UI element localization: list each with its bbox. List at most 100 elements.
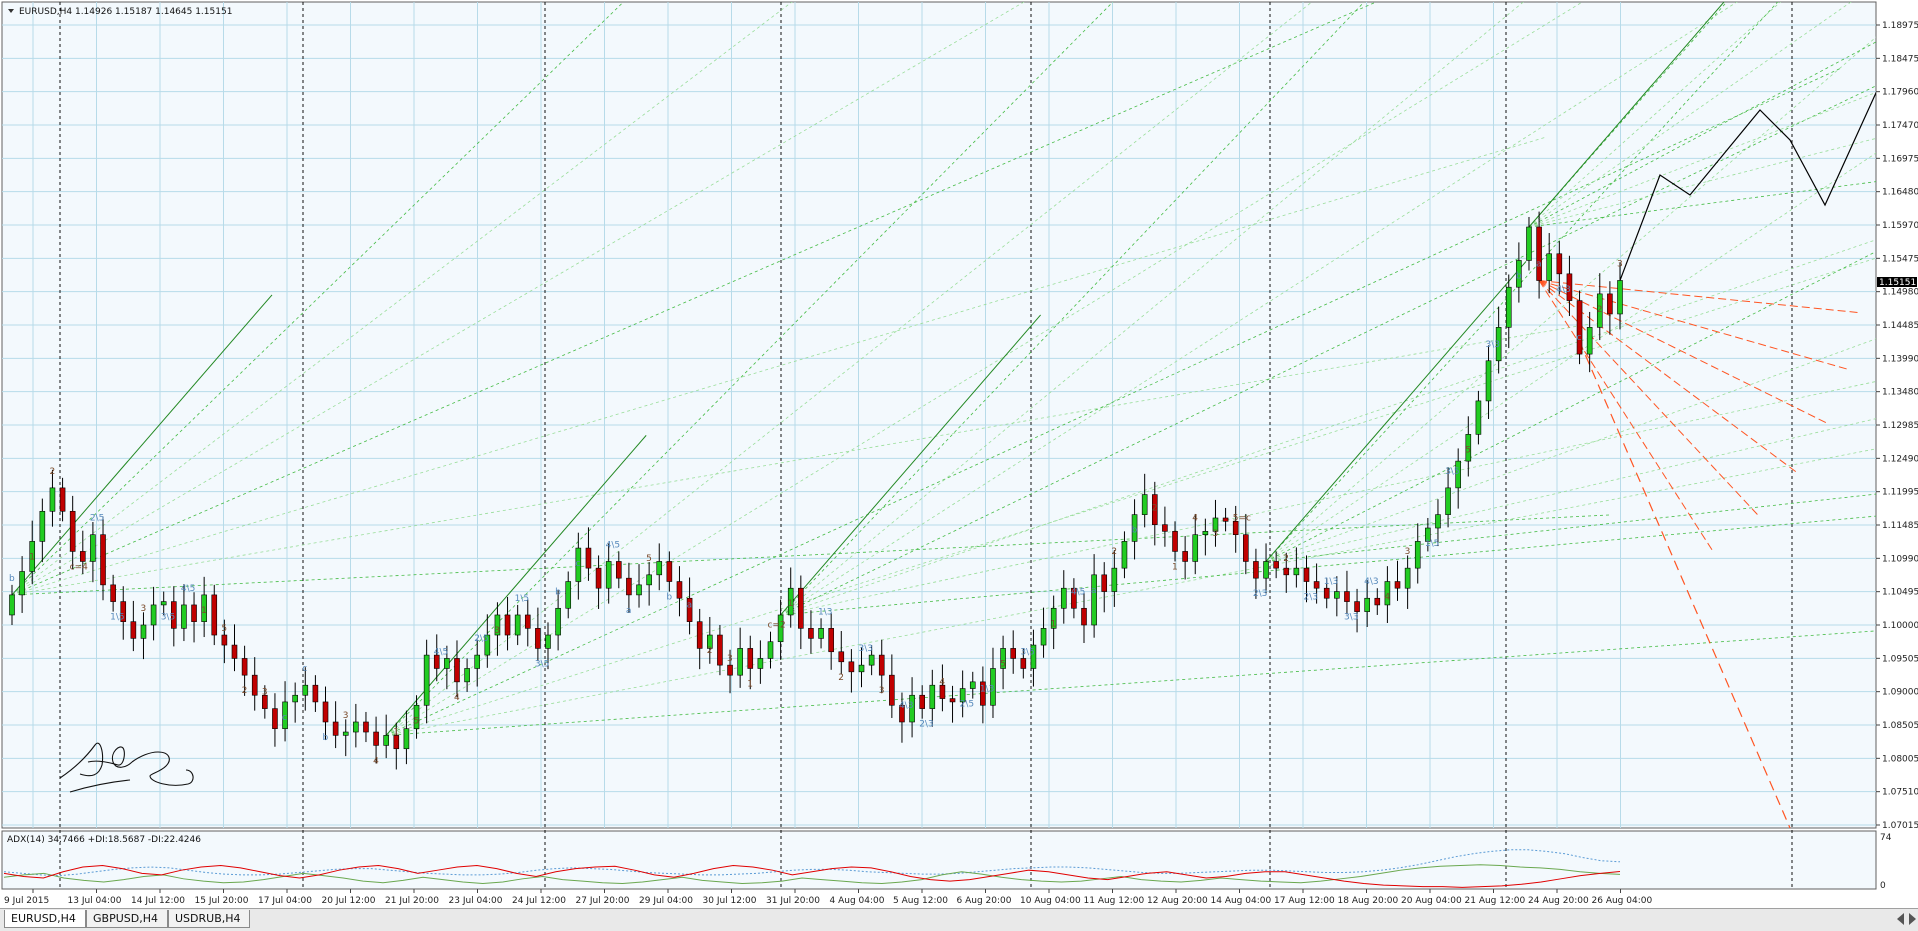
fan-line: [386, 630, 1876, 736]
candle-body: [1334, 591, 1340, 599]
candle-body: [990, 668, 996, 706]
price-tick-label: 1.15970: [1882, 221, 1918, 231]
wave-label: 3\3: [859, 644, 873, 654]
candle-body: [221, 634, 228, 646]
tab-usdrub[interactable]: USDRUB,H4: [168, 910, 250, 928]
candle-body: [1151, 494, 1158, 525]
candle-body: [1566, 273, 1573, 301]
scroll-left-icon[interactable]: [1897, 913, 1904, 925]
wave-label: 5: [221, 624, 227, 634]
price-tick-label: 1.15475: [1882, 254, 1918, 264]
candle-body: [1455, 460, 1461, 489]
tab-gbpusd[interactable]: GBPUSD,H4: [86, 910, 168, 928]
candle-body: [615, 561, 622, 579]
candle-body: [959, 688, 966, 703]
time-tick-label: 24 Jul 12:00: [512, 896, 566, 906]
projection-line: [1578, 340, 1791, 828]
time-tick-label: 20 Jul 12:00: [322, 896, 376, 906]
candle-body: [1263, 561, 1269, 579]
candle-body: [413, 704, 420, 729]
fan-line: [780, 85, 1876, 616]
fan-line-red: [1538, 280, 1758, 515]
fan-line: [1528, 91, 1876, 228]
candle-body: [535, 628, 541, 649]
candle-body: [707, 634, 713, 649]
candle-body: [403, 728, 410, 750]
wave-label: 2\3: [1303, 593, 1317, 603]
candle-body: [1030, 644, 1037, 669]
candle-body: [322, 701, 329, 723]
candle-body: [737, 648, 743, 676]
wave-label: 2\5: [90, 514, 104, 524]
candle-body: [1111, 567, 1118, 592]
candle-body: [1576, 300, 1583, 355]
wave-label: 4\5: [434, 647, 448, 657]
wave-label: 3\5: [161, 613, 175, 623]
candle-body: [1192, 534, 1199, 562]
candle-body: [636, 584, 642, 596]
candle-body: [1071, 587, 1077, 609]
wave-label: 1\3: [818, 607, 832, 617]
candle-body: [980, 681, 986, 706]
wave-label: 3: [1617, 259, 1623, 269]
fan-line: [386, 257, 1876, 736]
time-tick-label: 6 Aug 20:00: [957, 896, 1012, 906]
wave-label: 4\5: [181, 584, 195, 594]
fan-line: [385, 2, 1584, 736]
candle-body: [1273, 561, 1279, 569]
tab-eurusd[interactable]: EURUSD,H4: [4, 910, 86, 928]
time-tick-label: 20 Aug 04:00: [1401, 896, 1462, 906]
price-tick-label: 1.17470: [1882, 121, 1918, 131]
candle-body: [1232, 521, 1239, 535]
candle-body: [9, 594, 15, 616]
fan-line: [780, 381, 1876, 616]
candle-body: [899, 704, 905, 723]
wave-label: 3: [262, 688, 268, 698]
candle-body: [454, 658, 460, 683]
candle-body: [383, 735, 389, 746]
wave-label: 1: [747, 679, 753, 689]
triangle-down-icon[interactable]: [8, 9, 14, 13]
wave-label: 2\5: [960, 700, 974, 710]
scroll-right-icon[interactable]: [1909, 913, 1916, 925]
minus-di-line: [3, 864, 1621, 888]
time-tick-label: 15 Jul 20:00: [195, 896, 249, 906]
candle-body: [1060, 587, 1067, 609]
candle-body: [69, 510, 76, 552]
candle-body: [353, 721, 359, 733]
candle-body: [605, 561, 612, 589]
wave-label: 5: [646, 554, 652, 564]
time-tick-label: 13 Jul 04:00: [68, 896, 122, 906]
wave-label: 4\3: [1364, 577, 1378, 587]
candle-body: [29, 541, 36, 572]
handwritten-signature: [59, 742, 194, 793]
fan-line: [1265, 338, 1876, 562]
wave-label: 1: [788, 599, 794, 609]
time-axis: 9 Jul 2015 13 Jul 04:00 14 Jul 12:00 15 Jul…: [4, 889, 1652, 906]
candle-body: [1414, 541, 1421, 569]
day-separators: [59, 2, 1793, 889]
chart-header: EURUSD,H4 1.14926 1.15187 1.14645 1.1515…: [19, 7, 232, 17]
candle-body: [545, 634, 551, 649]
channel-line: [780, 314, 1041, 616]
candle-body: [717, 634, 723, 666]
adx-indicator: [3, 849, 1621, 888]
candle-body: [929, 684, 936, 709]
candle-body: [171, 601, 177, 629]
candle-body: [1536, 226, 1542, 281]
candle-body: [808, 628, 814, 639]
adx-scale-bottom: 0: [1880, 881, 1886, 891]
wave-label: 4: [1192, 514, 1198, 524]
wave-label: 3: [140, 604, 146, 614]
candle-body: [1465, 434, 1472, 462]
candle-body: [1131, 514, 1138, 542]
time-tick-label: 21 Jul 20:00: [385, 896, 439, 906]
candle-body: [444, 658, 450, 669]
candle-body: [433, 654, 440, 669]
candle-body: [1435, 514, 1441, 529]
price-tick-label: 1.14485: [1882, 321, 1918, 331]
time-tick-label: 24 Aug 20:00: [1528, 896, 1589, 906]
wave-label: b: [1516, 271, 1522, 281]
candle-body: [676, 581, 683, 599]
